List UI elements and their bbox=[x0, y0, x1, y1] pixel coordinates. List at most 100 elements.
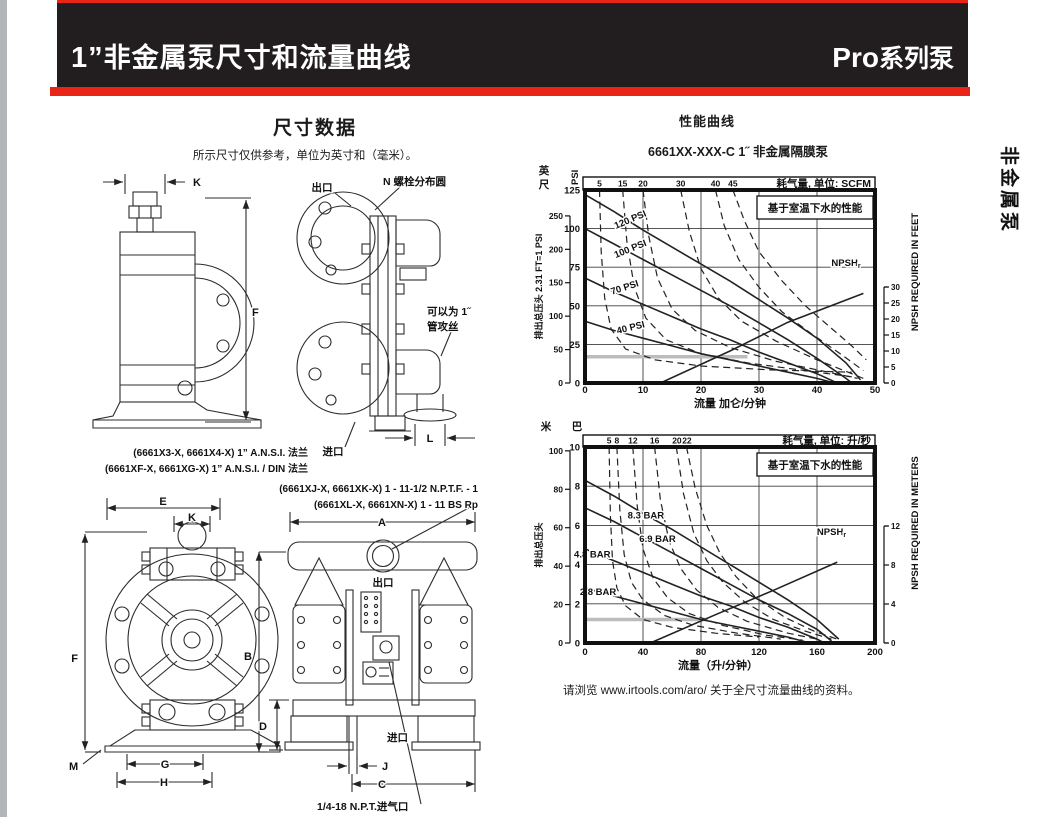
curve-labels: 8.3 BAR 6.9 BAR 4.8 BAR 2.8 BAR NPSHr bbox=[573, 509, 848, 599]
svg-text:8: 8 bbox=[575, 482, 580, 493]
svg-text:英: 英 bbox=[538, 164, 550, 177]
gridlines bbox=[585, 190, 875, 383]
dim-J-label: J bbox=[382, 761, 388, 773]
svg-text:20: 20 bbox=[696, 385, 707, 396]
svg-text:80: 80 bbox=[696, 647, 707, 658]
svg-text:200: 200 bbox=[549, 244, 563, 254]
svg-text:5: 5 bbox=[607, 436, 612, 446]
outlet-label-front: 出口 bbox=[373, 576, 394, 589]
svg-text:耗气量, 单位: 升/秒: 耗气量, 单位: 升/秒 bbox=[782, 434, 871, 447]
svg-text:0: 0 bbox=[891, 379, 896, 388]
svg-text:20: 20 bbox=[638, 179, 648, 189]
svg-text:NPSH REQUIRED IN FEET: NPSH REQUIRED IN FEET bbox=[910, 213, 921, 331]
series-brand: Pro bbox=[832, 42, 879, 73]
svg-text:40: 40 bbox=[711, 179, 721, 189]
svg-text:0: 0 bbox=[891, 639, 896, 648]
svg-text:8.3 BAR: 8.3 BAR bbox=[628, 511, 665, 522]
svg-text:200: 200 bbox=[867, 647, 883, 658]
svg-text:45: 45 bbox=[728, 179, 738, 189]
svg-text:NPSH REQUIRED IN METERS: NPSH REQUIRED IN METERS bbox=[910, 456, 921, 590]
performance-heading: 性能曲线 bbox=[678, 114, 735, 129]
dim-A-label: A bbox=[378, 517, 386, 529]
curve-series bbox=[584, 446, 840, 644]
svg-text:8: 8 bbox=[891, 561, 896, 570]
npsh-axis: 0 4 8 12 NPSH REQUIRED IN METERS bbox=[883, 456, 921, 648]
plot-border bbox=[583, 188, 877, 385]
x-axis: 0 40 80 120 160 200 流量（升/分钟） bbox=[582, 647, 883, 672]
inlet-label-side: 进口 bbox=[323, 445, 344, 458]
svg-text:10: 10 bbox=[569, 443, 580, 454]
svg-text:40: 40 bbox=[812, 385, 823, 396]
header-red-stripe bbox=[50, 87, 970, 96]
svg-text:排出总压头: 排出总压头 bbox=[533, 522, 544, 567]
page-title: 1”非金属泵尺寸和流量曲线 bbox=[71, 36, 412, 75]
svg-text:8: 8 bbox=[615, 436, 620, 446]
pump-front-view-motor bbox=[255, 502, 481, 805]
svg-text:5: 5 bbox=[891, 363, 896, 372]
svg-text:5: 5 bbox=[597, 179, 602, 189]
page-title-text: 非金属泵尺寸和流量曲线 bbox=[103, 43, 412, 73]
svg-text:0: 0 bbox=[558, 378, 563, 388]
svg-text:10: 10 bbox=[891, 347, 900, 356]
svg-text:PSI: PSI bbox=[570, 170, 581, 185]
svg-text:25: 25 bbox=[569, 340, 580, 351]
note-box: 基于室温下水的性能 bbox=[756, 452, 874, 477]
svg-text:4: 4 bbox=[891, 600, 896, 609]
pump-profile-view bbox=[92, 174, 262, 429]
dim-G-label: G bbox=[161, 759, 170, 771]
svg-text:20: 20 bbox=[672, 436, 682, 446]
svg-text:NPSHr: NPSHr bbox=[831, 258, 860, 270]
svg-text:6: 6 bbox=[575, 521, 580, 532]
svg-text:150: 150 bbox=[549, 278, 563, 288]
svg-text:16: 16 bbox=[650, 436, 660, 446]
svg-text:4.8 BAR: 4.8 BAR bbox=[574, 550, 611, 561]
svg-text:2.8 BAR: 2.8 BAR bbox=[580, 587, 617, 598]
svg-text:25: 25 bbox=[891, 299, 900, 308]
side-tab-label: 非金属泵 bbox=[998, 146, 1019, 235]
curve-series bbox=[584, 189, 867, 384]
flange-note-1: (6661X3-X, 6661X4-X) 1” A.N.S.I. 法兰 bbox=[133, 446, 308, 459]
x-axis: 0 10 20 30 40 50 流量 加仑/分钟 bbox=[582, 385, 880, 410]
tap-note-line2: 管攻丝 bbox=[427, 320, 459, 333]
svg-text:100: 100 bbox=[549, 311, 563, 321]
chart1-title: 6661XX-XXX-C 1˝ 非金属隔膜泵 bbox=[648, 145, 828, 159]
dim-F-label: F bbox=[252, 307, 259, 319]
dimensions-heading: 尺寸数据 bbox=[272, 118, 357, 139]
dimension-drawings: K F 出口 N 螺栓分布圆 可以为 1˝ 管攻丝 L 进口 (6661X3-X… bbox=[68, 174, 481, 815]
dim-K2-label: K bbox=[188, 512, 196, 524]
dim-L-label: L bbox=[427, 433, 434, 445]
svg-text:2: 2 bbox=[575, 599, 580, 610]
svg-text:4: 4 bbox=[575, 560, 581, 571]
plot-border bbox=[583, 445, 877, 645]
series-title: Pro系列泵 bbox=[832, 39, 954, 75]
svg-text:75: 75 bbox=[569, 263, 580, 274]
svg-text:尺: 尺 bbox=[539, 179, 550, 191]
page-title-size: 1” bbox=[71, 42, 104, 74]
svg-text:0: 0 bbox=[558, 638, 563, 648]
svg-text:流量（升/分钟）: 流量（升/分钟） bbox=[678, 658, 758, 672]
svg-text:50: 50 bbox=[554, 345, 564, 355]
svg-text:30: 30 bbox=[676, 179, 686, 189]
svg-text:50: 50 bbox=[569, 301, 580, 312]
svg-text:巴: 巴 bbox=[572, 421, 583, 433]
drawing-labels: K F 出口 N 螺栓分布圆 可以为 1˝ 管攻丝 L 进口 (6661X3-X… bbox=[68, 174, 480, 815]
tap-note-line1: 可以为 1˝ bbox=[427, 305, 471, 318]
inlet-label-front: 进口 bbox=[387, 731, 408, 744]
svg-text:12: 12 bbox=[891, 522, 900, 531]
svg-text:30: 30 bbox=[891, 283, 900, 292]
svg-text:250: 250 bbox=[549, 211, 563, 221]
npsh-axis: 0 5 10 15 20 25 30 NPSH REQUIRED IN FEET bbox=[883, 213, 921, 388]
svg-text:70 PSI: 70 PSI bbox=[610, 278, 641, 297]
svg-text:15: 15 bbox=[618, 179, 628, 189]
dim-M-label: M bbox=[69, 761, 78, 773]
svg-text:排出总压头 2.31 FT=1 PSI: 排出总压头 2.31 FT=1 PSI bbox=[533, 234, 544, 340]
outlet-label-side: 出口 bbox=[312, 181, 333, 194]
dimensions-note: 所示尺寸仅供参考，单位为英寸和（毫米）。 bbox=[192, 150, 418, 162]
pump-flange-side-view bbox=[296, 186, 475, 448]
svg-text:0: 0 bbox=[575, 379, 580, 390]
note-box: 基于室温下水的性能 bbox=[756, 195, 874, 220]
